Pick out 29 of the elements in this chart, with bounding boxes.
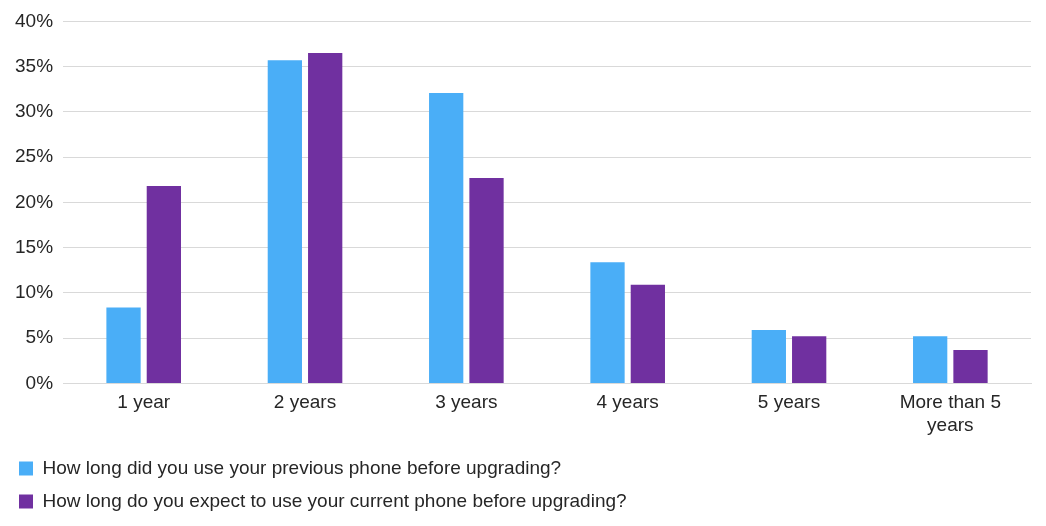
bar: [106, 307, 141, 383]
legend-label: How long did you use your previous phone before upgrading?: [42, 456, 562, 478]
x-tick-label: 3 years: [435, 391, 498, 413]
x-tick-label: More than 5 years: [899, 391, 1002, 435]
legend-label: How long do you expect to use your current phone before upgrading?: [42, 489, 627, 511]
y-tick-label: 40%: [15, 9, 54, 31]
y-tick-label: 30%: [15, 100, 54, 122]
bar: [630, 284, 665, 383]
y-tick-label: 0%: [25, 371, 54, 393]
bar: [469, 177, 504, 383]
y-tick-label: 20%: [15, 190, 54, 212]
y-tick-label: 15%: [15, 235, 54, 257]
y-tick-label: 35%: [15, 54, 54, 76]
y-tick-label: 10%: [15, 281, 54, 303]
y-tick-label: 25%: [15, 145, 54, 167]
bar: [267, 60, 302, 383]
x-tick-label: 1 year: [117, 391, 171, 413]
bar: [751, 330, 786, 383]
bar: [429, 92, 464, 383]
bar: [308, 53, 343, 383]
x-tick-label: 5 years: [757, 391, 821, 413]
x-tick-label: 4 years: [596, 391, 659, 413]
bar: [590, 262, 625, 383]
bar: [953, 349, 988, 383]
y-tick-label: 5%: [25, 326, 54, 348]
bar: [913, 336, 948, 383]
bar: [792, 336, 827, 383]
bar: [146, 186, 181, 383]
x-tick-label: 2 years: [273, 391, 337, 413]
